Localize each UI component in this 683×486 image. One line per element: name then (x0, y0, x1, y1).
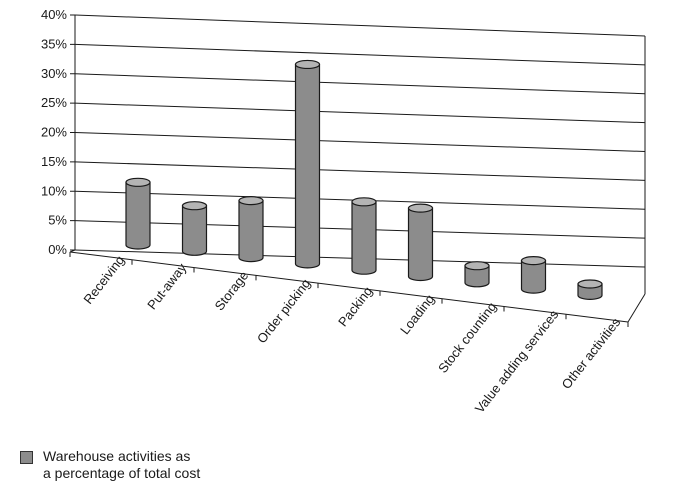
bar-body (125, 181, 151, 250)
x-axis (69, 251, 629, 323)
y-tick-label: 40% (41, 7, 67, 22)
x-tick-label: Storage (212, 268, 252, 313)
gridline (74, 132, 646, 152)
x-tick-label: Receiving (80, 253, 127, 307)
bar (294, 59, 321, 269)
bar (181, 201, 208, 256)
legend-swatch (20, 451, 33, 464)
bar (464, 261, 490, 288)
bars (125, 59, 603, 300)
bar (520, 256, 547, 294)
x-tick-label: Other activities (559, 314, 624, 391)
gridline (74, 73, 646, 95)
bar-body (520, 260, 547, 294)
bar-top (351, 197, 377, 207)
y-tick-label: 20% (41, 125, 67, 140)
bar (407, 203, 434, 282)
x-tick-label: Order picking (254, 276, 313, 346)
axes (69, 14, 646, 327)
gridline (74, 14, 646, 37)
bar-body (407, 207, 434, 282)
y-tick-label: 15% (41, 154, 67, 169)
bar-body (238, 200, 264, 263)
bar-top (464, 261, 490, 271)
x-tick-label: Packing (335, 284, 375, 330)
bar-body (351, 201, 377, 275)
y-tick-label: 30% (41, 66, 67, 81)
legend: Warehouse activities as a percentage of … (20, 448, 200, 482)
x-tick-label: Stock counting (435, 299, 499, 375)
y-tick-label: 35% (41, 36, 67, 51)
bar-top (125, 177, 151, 187)
bar-body (464, 265, 490, 288)
bar-top (294, 59, 321, 70)
bar-top (238, 196, 264, 206)
y-tick-label: 5% (48, 213, 67, 228)
bar-body (294, 63, 321, 269)
y-tick-label: 0% (48, 242, 67, 257)
bar-top (520, 256, 547, 266)
bar-top (181, 201, 208, 211)
bar (577, 279, 603, 300)
gridline (74, 43, 646, 66)
y-tick-label: 25% (41, 95, 67, 110)
gridlines (74, 14, 646, 268)
x-tick-label: Put-away (144, 260, 189, 312)
gridline (74, 161, 646, 181)
y-tick-label: 10% (41, 183, 67, 198)
bar-top (577, 279, 603, 289)
bar (238, 196, 264, 263)
legend-label: Warehouse activities as a percentage of … (43, 448, 201, 481)
gridline (74, 102, 646, 124)
floor-edge (627, 293, 646, 323)
bar-top (407, 203, 434, 213)
bar (351, 197, 377, 275)
bar-body (181, 205, 208, 256)
bar (125, 177, 151, 250)
x-tick-label: Loading (397, 292, 437, 338)
